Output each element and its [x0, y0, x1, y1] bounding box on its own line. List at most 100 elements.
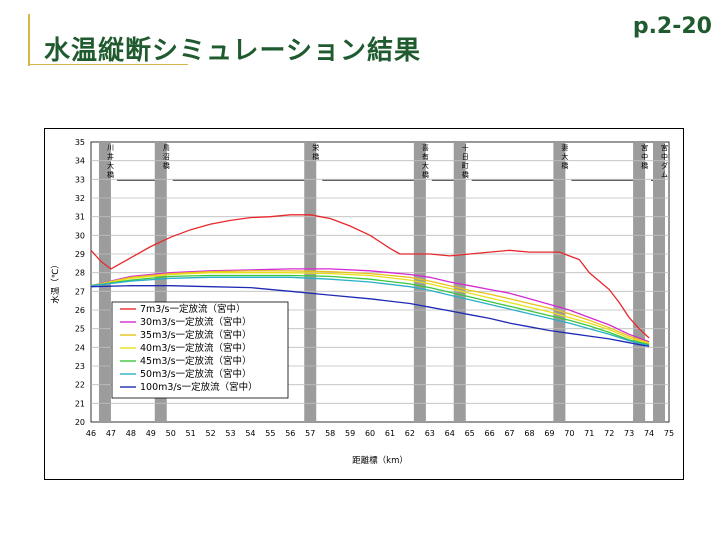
- x-tick-label-62: 62: [405, 429, 415, 438]
- bridge-label-8-char-1: 宮: [661, 143, 668, 152]
- x-tick-label-73: 73: [624, 429, 634, 438]
- bridge-label-5-char-4: 橋: [462, 170, 469, 179]
- bridge-label-2-char-3: 橋: [163, 161, 170, 170]
- bridge-label-5-char-3: 町: [462, 162, 469, 170]
- legend-label-7: 100m3/s一定放流（宮中）: [140, 381, 258, 393]
- bridge-label-3-char-1: 栄: [312, 143, 319, 152]
- bridge-label-4-char-3: 大: [422, 161, 429, 170]
- y-tick-label-31: 31: [75, 213, 85, 222]
- x-axis-label: 距離標（km）: [352, 455, 408, 466]
- series-line-5: [90, 274, 650, 346]
- y-tick-label-21: 21: [75, 399, 85, 408]
- bridge-label-5-char-2: 日: [462, 153, 469, 161]
- bridge-label-1-char-4: 橋: [107, 170, 114, 179]
- x-tick-label-53: 53: [225, 429, 235, 438]
- bridge-label-5-char-1: 十: [462, 143, 469, 152]
- bridge-label-1-char-2: 井: [107, 152, 114, 161]
- x-tick-label-49: 49: [146, 429, 156, 438]
- x-tick-label-63: 63: [425, 429, 435, 438]
- y-tick-label-27: 27: [75, 287, 85, 296]
- x-tick-label-56: 56: [285, 429, 295, 438]
- bridge-label-6-char-2: 大: [561, 152, 568, 161]
- bridge-label-2-char-1: 鳥: [163, 143, 170, 152]
- x-tick-label-66: 66: [485, 429, 495, 438]
- x-tick-label-51: 51: [186, 429, 196, 438]
- bridge-label-8-char-4: ム: [661, 171, 668, 179]
- y-tick-label-22: 22: [75, 381, 85, 390]
- x-tick-label-71: 71: [584, 429, 594, 438]
- x-tick-label-61: 61: [385, 429, 395, 438]
- legend: 7m3/s一定放流（宮中）30m3/s一定放流（宮中）35m3/s一定放流（宮中…: [111, 301, 289, 399]
- x-tick-label-54: 54: [245, 429, 255, 438]
- x-tick-label-65: 65: [465, 429, 475, 438]
- title-underline: [28, 64, 188, 65]
- legend-label-1: 7m3/s一定放流（宮中）: [140, 303, 246, 315]
- y-tick-label-26: 26: [75, 306, 85, 315]
- x-tick-label-58: 58: [325, 429, 335, 438]
- bridge-label-6-char-1: 妻: [561, 143, 568, 152]
- y-tick-label-23: 23: [75, 362, 85, 371]
- x-tick-label-72: 72: [604, 429, 614, 438]
- y-tick-label-35: 35: [75, 138, 85, 147]
- legend-label-4: 40m3/s一定放流（宮中）: [140, 342, 252, 354]
- bridge-label-7-char-1: 宮: [641, 143, 648, 152]
- y-tick-label-33: 33: [75, 175, 85, 184]
- x-tick-label-64: 64: [445, 429, 455, 438]
- bridge-label-7-char-3: 橋: [641, 161, 648, 170]
- series-line-6: [90, 276, 650, 347]
- bridge-label-4-char-2: 有: [422, 152, 429, 161]
- series-line-2: [90, 268, 650, 343]
- y-tick-label-30: 30: [75, 231, 85, 240]
- bridge-label-4-char-4: 橋: [422, 170, 429, 179]
- x-tick-label-48: 48: [126, 429, 136, 438]
- page-title: 水温縦断シミュレーション結果: [44, 36, 421, 66]
- bridge-band-8: [653, 142, 666, 422]
- y-tick-label-25: 25: [75, 325, 85, 334]
- bridge-label-2-char-2: 沼: [163, 152, 170, 161]
- y-tick-label-24: 24: [75, 343, 85, 352]
- bridge-label-6-char-3: 橋: [561, 161, 568, 170]
- bridge-band-3: [304, 142, 317, 422]
- x-tick-label-46: 46: [86, 429, 96, 438]
- y-tick-label-29: 29: [75, 250, 85, 259]
- bridge-label-8-char-2: 中: [661, 152, 668, 161]
- y-tick-label-28: 28: [75, 269, 85, 278]
- legend-label-5: 45m3/s一定放流（宮中）: [140, 355, 252, 367]
- bridge-label-8-char-3: ダ: [661, 161, 668, 170]
- x-tick-label-69: 69: [544, 429, 554, 438]
- y-tick-label-34: 34: [75, 157, 85, 166]
- x-tick-label-75: 75: [664, 429, 674, 438]
- bridge-label-1-char-1: 川: [107, 144, 114, 152]
- bridge-label-3-char-2: 橋: [312, 152, 319, 161]
- x-tick-label-67: 67: [504, 429, 514, 438]
- bridge-band-7: [633, 142, 646, 422]
- y-axis-label: 水温（℃）: [50, 260, 61, 304]
- legend-box: [111, 301, 289, 399]
- x-tick-label-68: 68: [524, 429, 534, 438]
- x-tick-label-59: 59: [345, 429, 355, 438]
- y-tick-label-32: 32: [75, 194, 85, 203]
- x-tick-label-70: 70: [564, 429, 574, 438]
- x-tick-label-50: 50: [166, 429, 176, 438]
- legend-label-3: 35m3/s一定放流（宮中）: [140, 329, 252, 341]
- series-line-1: [90, 214, 650, 339]
- x-tick-label-74: 74: [644, 429, 654, 438]
- bridge-label-7-char-2: 中: [641, 152, 648, 161]
- x-tick-label-52: 52: [205, 429, 215, 438]
- bridge-label-1-char-3: 大: [107, 161, 114, 170]
- legend-label-2: 30m3/s一定放流（宮中）: [140, 316, 252, 328]
- x-tick-label-57: 57: [305, 429, 315, 438]
- bridge-label-4-char-1: 喜: [422, 143, 429, 152]
- page-number: p.2-20: [632, 14, 712, 39]
- legend-label-6: 50m3/s一定放流（宮中）: [140, 368, 252, 380]
- bridge-band-6: [553, 142, 566, 422]
- series-line-7: [90, 285, 650, 348]
- series-line-4: [90, 272, 650, 345]
- title-accent-line: [28, 14, 30, 66]
- x-tick-label-47: 47: [106, 429, 116, 438]
- bridge-band-5: [453, 142, 466, 422]
- y-tick-label-20: 20: [75, 418, 85, 427]
- x-tick-label-60: 60: [365, 429, 375, 438]
- series-line-3: [90, 270, 650, 344]
